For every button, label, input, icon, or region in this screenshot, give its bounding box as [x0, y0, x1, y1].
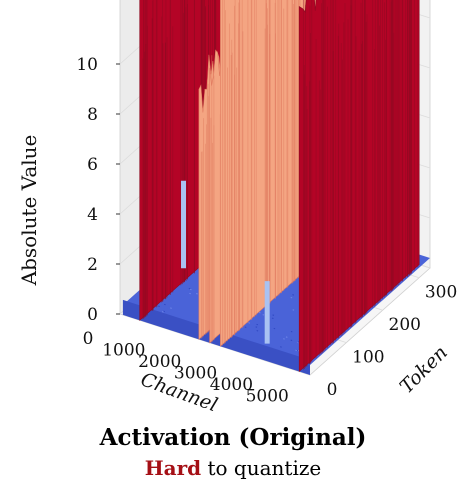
z-tick-label: 10: [76, 55, 98, 75]
y-axis-label: Token: [396, 342, 452, 398]
x-tick-label: 5000: [246, 387, 289, 407]
z-tick-label: 6: [87, 155, 98, 175]
x-tick-label: 2000: [138, 352, 181, 372]
y-tick-label: 0: [327, 380, 338, 400]
activation-3d-chart: 0246810700100020003000400050000100200300…: [17, 0, 457, 416]
caption-rest: to quantize: [201, 456, 322, 480]
x-tick-label: 3000: [174, 364, 217, 384]
x-tick-label: 4000: [210, 375, 253, 395]
caption-subtitle: Hard to quantize: [0, 456, 466, 480]
x-tick-label: 1000: [102, 341, 145, 361]
z-tick-label: 4: [87, 205, 98, 225]
z-tick-label: 2: [87, 255, 98, 275]
chart-ticks: 0246810700100020003000400050000100200300: [76, 55, 457, 407]
caption-title: Activation (Original): [99, 424, 367, 451]
y-tick-label: 100: [352, 348, 384, 368]
z-axis-label: Absolute Value: [17, 135, 41, 287]
caption-emphasis: Hard: [144, 456, 202, 480]
chart-surface: [122, 0, 431, 375]
x-tick-label: 0: [83, 329, 94, 349]
floor-lip: [122, 299, 311, 375]
outlier-wall-4: [298, 0, 420, 373]
z-tick-label: 0: [87, 305, 98, 325]
y-tick-label: 200: [389, 315, 421, 335]
z-tick-label: 8: [87, 105, 98, 125]
y-tick-label: 300: [425, 283, 457, 303]
